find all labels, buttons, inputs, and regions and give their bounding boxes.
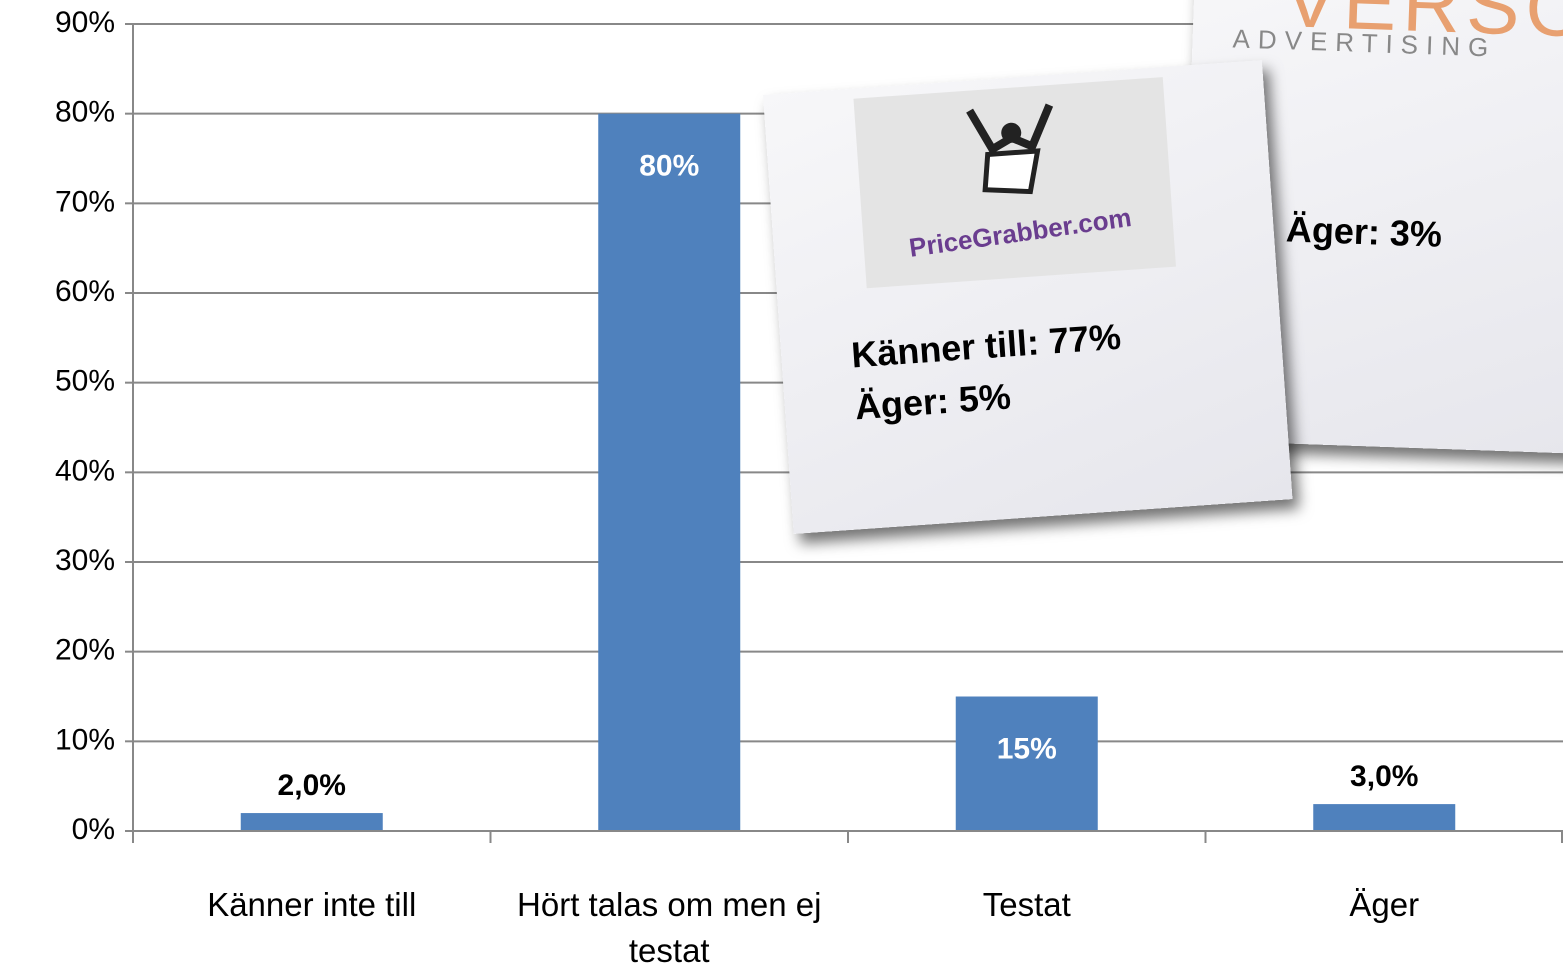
value-label: 80% <box>639 150 699 183</box>
annotation-text: Känner till: 77% <box>850 311 1123 382</box>
annotation-card: PriceGrabber.com Känner till: 77% Äger: … <box>763 60 1292 534</box>
logo-text: PriceGrabber.com <box>907 202 1133 264</box>
bar <box>1313 804 1455 831</box>
value-label: 15% <box>997 732 1057 765</box>
logo-box: PriceGrabber.com <box>853 77 1175 288</box>
value-label: 3,0% <box>1350 760 1418 793</box>
y-tick-label: 80% <box>55 96 115 129</box>
y-tick-label: 60% <box>55 275 115 308</box>
x-tick-label: Hört talas om men ej testat <box>504 882 834 974</box>
annotation-text: Äger: 5% <box>853 371 1012 434</box>
y-tick-label: 50% <box>55 365 115 398</box>
x-tick-label: Testat <box>862 882 1192 928</box>
value-label: 2,0% <box>278 769 346 802</box>
y-tick-label: 70% <box>55 185 115 218</box>
y-tick-label: 20% <box>55 634 115 667</box>
x-tick-label: Äger <box>1219 882 1549 928</box>
bar <box>241 813 383 831</box>
y-tick-label: 30% <box>55 544 115 577</box>
x-tick-label: Känner inte till <box>147 882 477 928</box>
y-tick-label: 90% <box>55 6 115 39</box>
logo-icon <box>949 94 1076 212</box>
y-tick-label: 10% <box>55 723 115 756</box>
bar <box>598 114 740 831</box>
y-tick-label: 40% <box>55 454 115 487</box>
y-tick-label: 0% <box>72 813 115 846</box>
page: {"chart_data": {"type": "bar", "categori… <box>0 0 1563 978</box>
annotation-text: Äger: 3% <box>1285 203 1443 260</box>
